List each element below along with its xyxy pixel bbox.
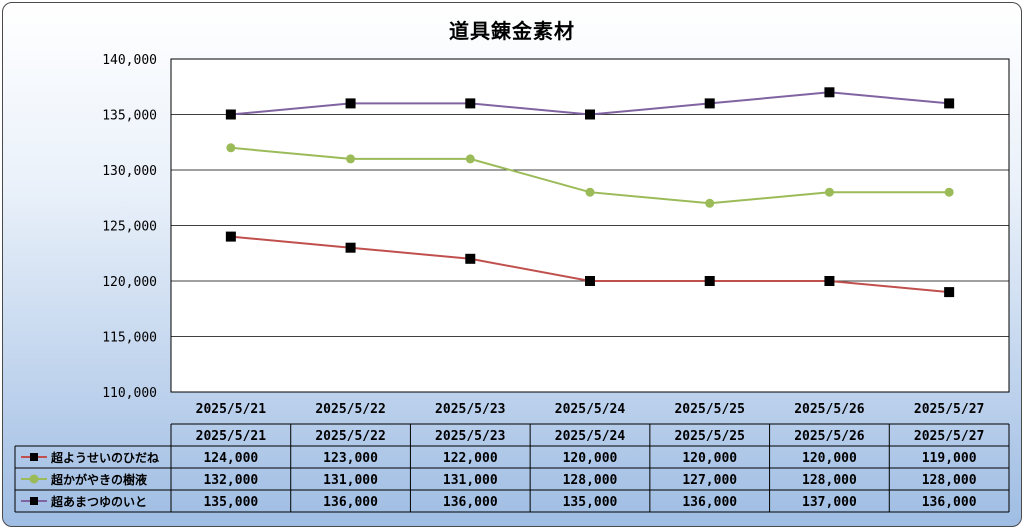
series-1-point: [225, 231, 236, 242]
series-2-point: [465, 154, 475, 164]
series-2-point: [346, 154, 356, 164]
table-value-cell: 131,000: [323, 473, 378, 488]
x-tick-label: 2025/5/22: [315, 402, 385, 417]
table-value-cell: 132,000: [203, 473, 258, 488]
series-3-point: [225, 109, 236, 120]
series-1-point: [944, 287, 955, 298]
series-1-point: [704, 276, 715, 286]
table-header-cell: 2025/5/23: [435, 429, 505, 444]
table-value-cell: 128,000: [563, 473, 618, 488]
table-value-cell: 135,000: [563, 495, 618, 510]
series-2-point: [226, 143, 236, 153]
series-3-point: [345, 98, 356, 109]
table-header-cell: 2025/5/22: [315, 429, 385, 444]
series-3-point: [465, 98, 476, 109]
x-tick-label: 2025/5/21: [196, 402, 267, 417]
x-tick-label: 2025/5/24: [555, 402, 626, 417]
series-1-point: [465, 253, 476, 264]
table-value-cell: 128,000: [922, 473, 977, 488]
table-value-cell: 136,000: [443, 495, 498, 510]
x-tick-label: 2025/5/23: [435, 402, 505, 417]
legend-label-1: 超ようせいのひだね: [50, 450, 159, 465]
table-header-cell: 2025/5/25: [674, 429, 744, 444]
series-2-point: [585, 187, 595, 197]
table-value-cell: 127,000: [682, 473, 737, 488]
chart-title: 道具錬金素材: [449, 19, 575, 43]
table-value-cell: 128,000: [802, 473, 857, 488]
series-2-point: [944, 187, 954, 197]
table-value-cell: 120,000: [802, 451, 857, 466]
table-value-cell: 137,000: [802, 495, 857, 510]
y-tick-label: 140,000: [102, 53, 157, 68]
legend-marker-3: [30, 497, 38, 505]
y-tick-label: 125,000: [102, 220, 157, 235]
table-value-cell: 136,000: [323, 495, 378, 510]
table-value-cell: 136,000: [682, 495, 737, 510]
series-3-point: [944, 98, 955, 109]
series-3-point: [824, 87, 835, 98]
series-1-point: [824, 276, 835, 286]
series-3-point: [585, 109, 595, 120]
y-tick-label: 110,000: [102, 386, 157, 401]
x-tick-label: 2025/5/26: [794, 402, 865, 417]
legend-marker-2: [29, 474, 39, 484]
table-value-cell: 122,000: [443, 451, 498, 466]
table-value-cell: 135,000: [203, 495, 258, 510]
y-tick-label: 135,000: [102, 109, 157, 124]
y-tick-label: 115,000: [102, 331, 157, 346]
table-header-cell: 2025/5/21: [196, 429, 267, 444]
x-tick-label: 2025/5/25: [674, 402, 744, 417]
table-header-cell: 2025/5/24: [555, 429, 626, 444]
x-tick-label: 2025/5/27: [914, 402, 984, 417]
series-3-point: [704, 98, 715, 109]
table-header-cell: 2025/5/27: [914, 429, 984, 444]
table-value-cell: 120,000: [682, 451, 737, 466]
line-chart: 110,000 115,000 120,000 125,000 130,000 135,0…: [14, 53, 1010, 513]
series-1-point: [345, 242, 356, 253]
table-value-cell: 123,000: [323, 451, 378, 466]
table-value-cell: 124,000: [203, 451, 258, 466]
legend-label-3: 超あまつゆのいと: [50, 494, 147, 509]
y-tick-label: 120,000: [102, 275, 157, 290]
table-value-cell: 131,000: [443, 473, 498, 488]
series-1-point: [585, 276, 595, 286]
table-value-cell: 136,000: [922, 495, 977, 510]
y-tick-label: 130,000: [102, 164, 157, 179]
table-header-cell: 2025/5/26: [794, 429, 865, 444]
legend-label-2: 超かがやきの樹液: [50, 472, 147, 487]
table-value-cell: 119,000: [922, 451, 977, 466]
series-2-point: [824, 187, 834, 197]
table-value-cell: 120,000: [563, 451, 618, 466]
series-2-point: [705, 198, 715, 208]
legend-marker-1: [30, 453, 38, 461]
